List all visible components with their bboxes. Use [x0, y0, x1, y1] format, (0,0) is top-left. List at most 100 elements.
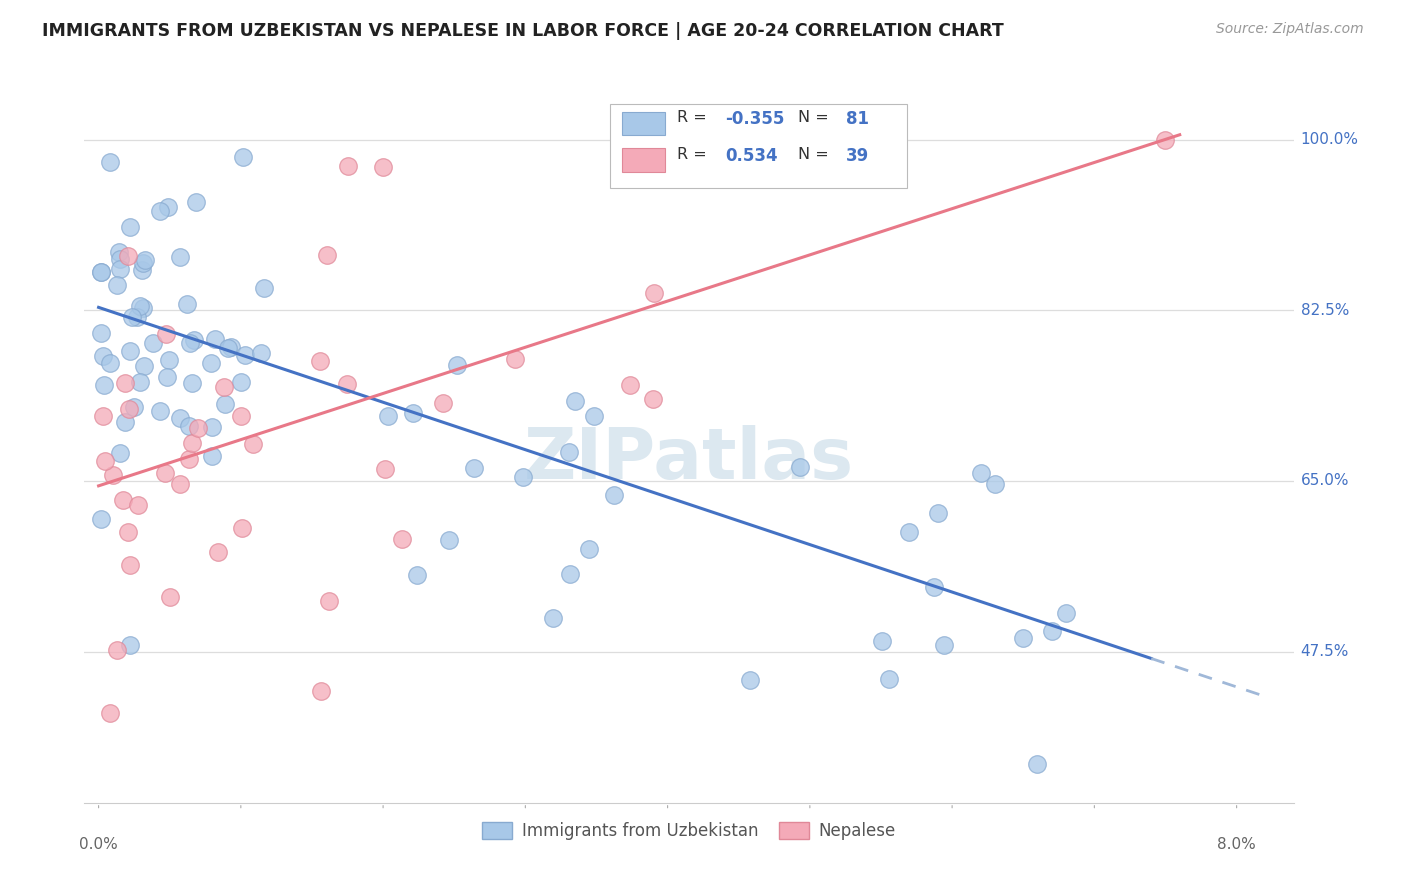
- Point: [114, 415, 136, 429]
- Point: [541, 611, 564, 625]
- Point: [128, 375, 150, 389]
- Point: [149, 203, 172, 218]
- Point: [114, 376, 136, 390]
- Point: [969, 466, 991, 480]
- Point: [142, 335, 165, 350]
- Point: [90, 326, 112, 340]
- Point: [131, 263, 153, 277]
- Point: [932, 638, 955, 652]
- Point: [214, 380, 236, 394]
- Point: [180, 435, 202, 450]
- Point: [207, 545, 229, 559]
- Point: [101, 467, 124, 482]
- Point: [132, 301, 155, 316]
- Point: [374, 462, 396, 476]
- Point: [870, 633, 893, 648]
- Point: [155, 327, 177, 342]
- Point: [90, 511, 112, 525]
- Text: Source: ZipAtlas.com: Source: ZipAtlas.com: [1216, 22, 1364, 37]
- Point: [232, 150, 254, 164]
- Point: [169, 477, 191, 491]
- Point: [169, 250, 191, 264]
- Point: [108, 262, 131, 277]
- Point: [117, 524, 139, 539]
- Point: [176, 297, 198, 311]
- Point: [125, 310, 148, 324]
- Point: [201, 420, 224, 434]
- Point: [643, 286, 665, 301]
- Point: [159, 590, 181, 604]
- Text: 0.0%: 0.0%: [79, 837, 118, 852]
- Point: [108, 446, 131, 460]
- Point: [118, 638, 141, 652]
- Point: [134, 252, 156, 267]
- Point: [463, 461, 485, 475]
- FancyBboxPatch shape: [623, 112, 665, 135]
- Point: [503, 351, 526, 366]
- Point: [155, 466, 177, 480]
- Point: [318, 594, 340, 608]
- Point: [94, 453, 117, 467]
- Text: N =: N =: [797, 146, 834, 161]
- Point: [1054, 606, 1077, 620]
- Point: [558, 445, 581, 459]
- Point: [560, 566, 582, 581]
- Point: [253, 281, 276, 295]
- Point: [156, 200, 179, 214]
- Point: [336, 377, 359, 392]
- Point: [98, 356, 121, 370]
- Point: [201, 449, 224, 463]
- Text: R =: R =: [676, 110, 711, 125]
- Point: [406, 567, 429, 582]
- Point: [922, 580, 945, 594]
- Point: [200, 356, 222, 370]
- Point: [179, 419, 201, 434]
- Point: [377, 409, 399, 424]
- Point: [117, 249, 139, 263]
- Point: [602, 487, 624, 501]
- Text: 81: 81: [846, 110, 869, 128]
- Point: [120, 343, 142, 358]
- Point: [219, 340, 242, 354]
- Point: [877, 672, 900, 686]
- Point: [927, 507, 949, 521]
- Point: [512, 470, 534, 484]
- Point: [217, 341, 239, 355]
- Point: [118, 219, 141, 234]
- Point: [1026, 756, 1049, 771]
- Point: [242, 436, 264, 450]
- Text: R =: R =: [676, 146, 711, 161]
- Text: 8.0%: 8.0%: [1218, 837, 1256, 852]
- Point: [111, 493, 134, 508]
- Point: [619, 377, 641, 392]
- FancyBboxPatch shape: [610, 104, 907, 188]
- Point: [90, 265, 112, 279]
- Point: [231, 409, 253, 423]
- Point: [643, 392, 665, 407]
- Text: 39: 39: [846, 146, 869, 165]
- Point: [738, 673, 761, 687]
- Point: [156, 369, 179, 384]
- Point: [789, 459, 811, 474]
- Point: [132, 256, 155, 270]
- Point: [316, 248, 339, 262]
- Point: [231, 521, 253, 535]
- Text: 100.0%: 100.0%: [1301, 132, 1358, 147]
- FancyBboxPatch shape: [623, 148, 665, 171]
- Point: [564, 394, 586, 409]
- Point: [432, 396, 454, 410]
- Point: [105, 642, 128, 657]
- Point: [179, 336, 201, 351]
- Point: [437, 533, 460, 547]
- Point: [1154, 133, 1177, 147]
- Point: [391, 532, 413, 546]
- Point: [250, 346, 273, 360]
- Point: [402, 406, 425, 420]
- Point: [129, 300, 152, 314]
- Point: [121, 310, 143, 325]
- Point: [1040, 624, 1063, 638]
- Point: [1012, 631, 1035, 645]
- Point: [984, 476, 1007, 491]
- Text: ZIPatlas: ZIPatlas: [524, 425, 853, 493]
- Point: [371, 161, 394, 175]
